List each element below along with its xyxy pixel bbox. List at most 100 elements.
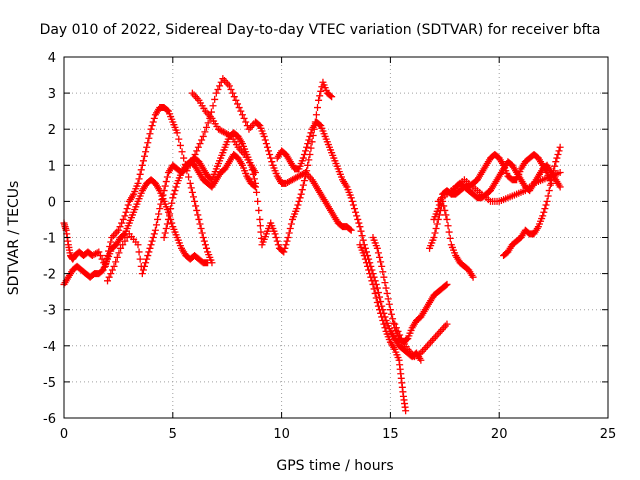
data-point	[394, 327, 402, 335]
data-point	[262, 140, 270, 148]
data-point	[377, 309, 385, 317]
data-point	[191, 150, 199, 158]
data-point	[362, 248, 370, 256]
data-point	[381, 279, 389, 287]
data-point	[146, 244, 154, 252]
data-point	[251, 179, 259, 187]
data-point	[442, 211, 450, 219]
data-point	[268, 158, 276, 166]
data-point	[255, 206, 263, 214]
data-point	[197, 224, 205, 232]
data-point	[104, 277, 112, 285]
data-point	[253, 188, 261, 196]
data-point	[355, 219, 363, 227]
data-point	[389, 315, 397, 323]
data-point	[315, 96, 323, 104]
data-point	[123, 205, 131, 213]
data-point	[380, 273, 388, 281]
y-tick-label: 4	[48, 51, 56, 66]
data-point	[115, 249, 123, 257]
data-point	[160, 234, 168, 241]
data-point	[148, 237, 156, 245]
data-point	[143, 255, 151, 263]
data-point	[139, 266, 147, 274]
data-point	[378, 262, 386, 270]
data-point	[116, 223, 124, 231]
data-point	[435, 201, 443, 209]
data-point	[376, 306, 384, 314]
data-point	[349, 201, 357, 209]
data-point	[300, 177, 308, 185]
data-point	[234, 100, 242, 108]
data-point	[379, 268, 387, 276]
data-point	[354, 215, 362, 223]
data-point	[256, 215, 264, 223]
data-point	[539, 212, 547, 220]
data-point	[307, 129, 315, 137]
x-tick-label: 20	[491, 427, 508, 442]
data-point	[304, 140, 312, 148]
data-point	[267, 154, 275, 162]
data-point	[134, 241, 142, 249]
data-point	[385, 300, 393, 308]
data-series	[188, 78, 336, 256]
y-tick-label: -1	[43, 232, 56, 247]
chart-title: Day 010 of 2022, Sidereal Day-to-day VTE…	[40, 22, 601, 38]
data-point	[194, 143, 202, 151]
data-point	[192, 202, 200, 210]
data-point	[350, 205, 358, 213]
data-point	[157, 200, 165, 208]
data-point	[110, 262, 118, 270]
data-point	[186, 179, 194, 187]
data-point	[261, 136, 269, 144]
data-point	[134, 179, 142, 187]
data-point	[347, 226, 355, 234]
y-axis-tick-labels: -6 -5 -4 -3 -2 -1 0 1 2 3 4	[43, 51, 56, 427]
data-point	[175, 135, 183, 143]
data-point	[432, 224, 440, 232]
data-point	[124, 201, 132, 209]
data-point	[200, 237, 208, 245]
data-point	[199, 132, 207, 140]
data-point	[374, 249, 382, 257]
data-point	[305, 156, 313, 164]
data-point	[362, 259, 370, 267]
data-point	[147, 241, 155, 249]
data-point	[168, 199, 176, 207]
data-point	[307, 144, 315, 152]
data-point	[446, 234, 454, 242]
x-tick-label: 0	[60, 427, 68, 442]
data-point	[387, 310, 395, 318]
data-point	[286, 224, 294, 232]
data-point	[152, 221, 160, 229]
data-point	[138, 161, 146, 169]
data-point	[283, 237, 291, 245]
data-point	[196, 140, 204, 148]
data-point	[232, 96, 240, 104]
data-point	[417, 356, 425, 364]
data-point	[144, 139, 152, 147]
data-point	[142, 148, 150, 156]
data-point	[382, 284, 390, 292]
data-point	[377, 258, 385, 266]
data-point	[556, 143, 564, 151]
data-point	[203, 123, 211, 131]
data-point	[552, 158, 560, 166]
data-point	[544, 192, 552, 200]
data-point	[361, 255, 369, 263]
data-point	[303, 143, 311, 151]
data-point	[377, 298, 385, 306]
data-point	[240, 114, 248, 122]
data-point	[248, 166, 256, 174]
data-point	[145, 134, 153, 142]
data-point	[168, 219, 176, 227]
data-point	[212, 89, 220, 97]
data-point	[299, 154, 307, 162]
data-point	[163, 173, 171, 181]
data-point	[188, 158, 196, 166]
data-point	[550, 167, 558, 175]
data-point	[265, 147, 273, 155]
data-point	[298, 186, 306, 194]
data-point	[367, 273, 375, 281]
data-point	[396, 331, 404, 339]
